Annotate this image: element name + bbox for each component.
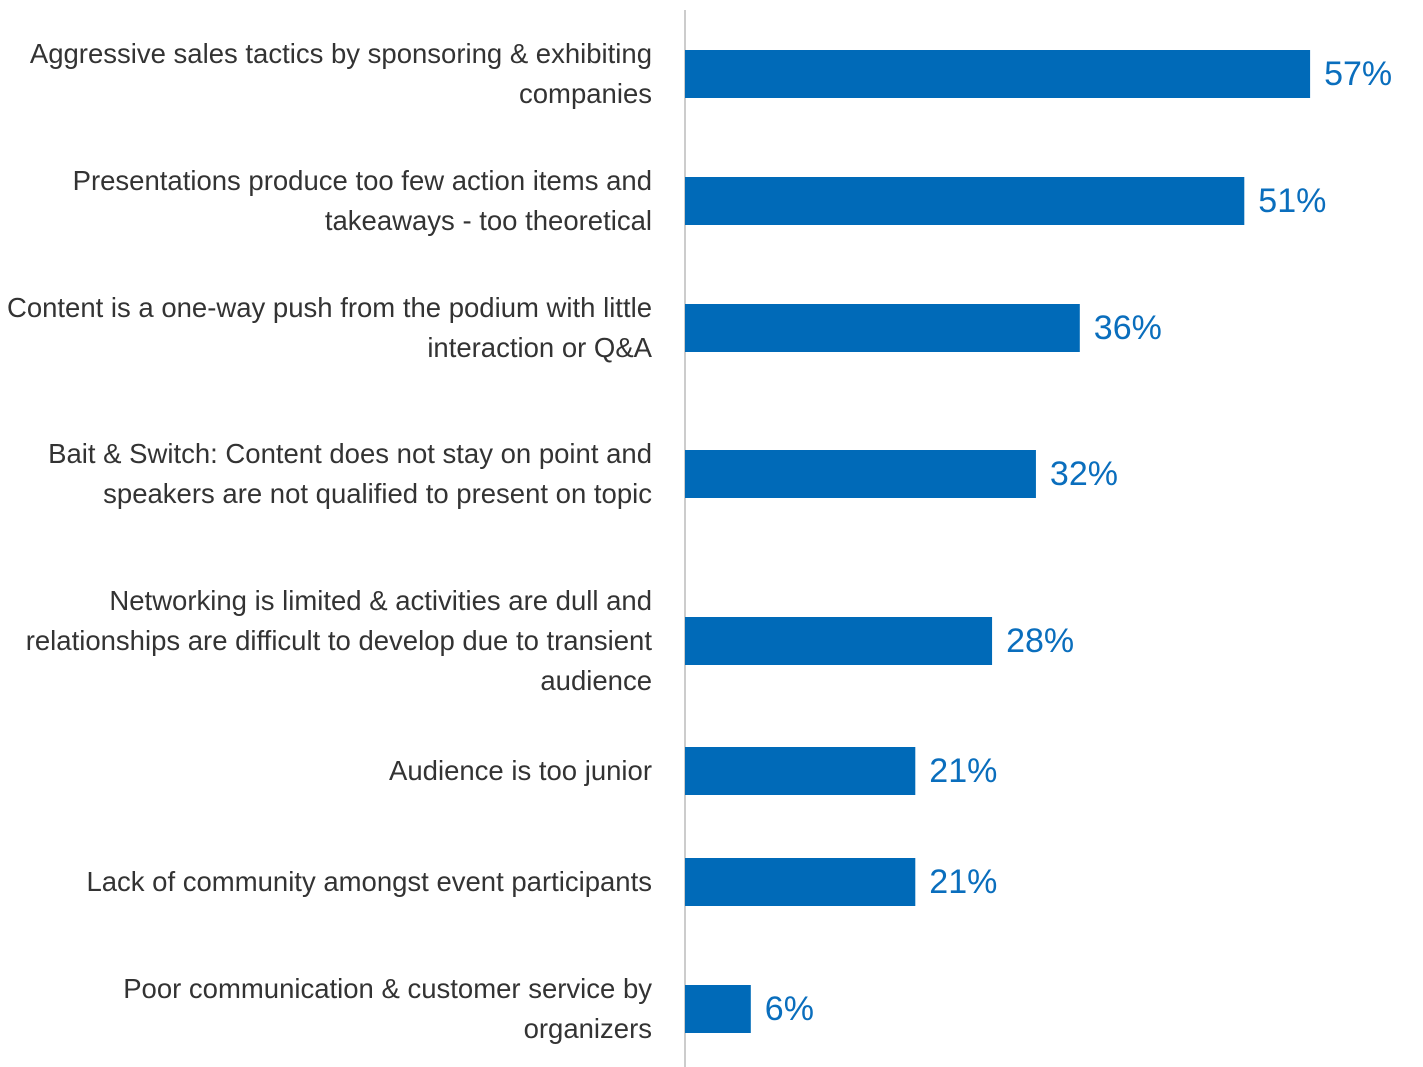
bar bbox=[685, 50, 1311, 98]
value-label: 6% bbox=[765, 990, 814, 1028]
bar bbox=[685, 858, 916, 906]
bar bbox=[685, 450, 1036, 498]
value-label: 57% bbox=[1324, 55, 1392, 93]
category-label: Networking is limited & activities are d… bbox=[25, 585, 652, 696]
category-label: Audience is too junior bbox=[389, 755, 652, 786]
value-label: 51% bbox=[1258, 182, 1326, 220]
bar bbox=[685, 304, 1080, 352]
bar bbox=[685, 747, 916, 795]
value-label: 21% bbox=[929, 752, 997, 790]
bar bbox=[685, 617, 993, 665]
value-label: 36% bbox=[1094, 309, 1162, 347]
category-label: Bait & Switch: Content does not stay on … bbox=[48, 438, 652, 509]
bar bbox=[685, 985, 751, 1033]
value-label: 28% bbox=[1006, 622, 1074, 660]
bar bbox=[685, 177, 1245, 225]
category-label: Presentations produce too few action ite… bbox=[72, 165, 652, 236]
category-label: Poor communication & customer service by… bbox=[123, 973, 652, 1044]
value-label: 21% bbox=[929, 863, 997, 901]
value-label: 32% bbox=[1050, 455, 1118, 493]
category-label: Lack of community amongst event particip… bbox=[86, 866, 652, 897]
category-label: Content is a one-way push from the podiu… bbox=[6, 292, 652, 363]
category-label: Aggressive sales tactics by sponsoring &… bbox=[29, 38, 652, 109]
